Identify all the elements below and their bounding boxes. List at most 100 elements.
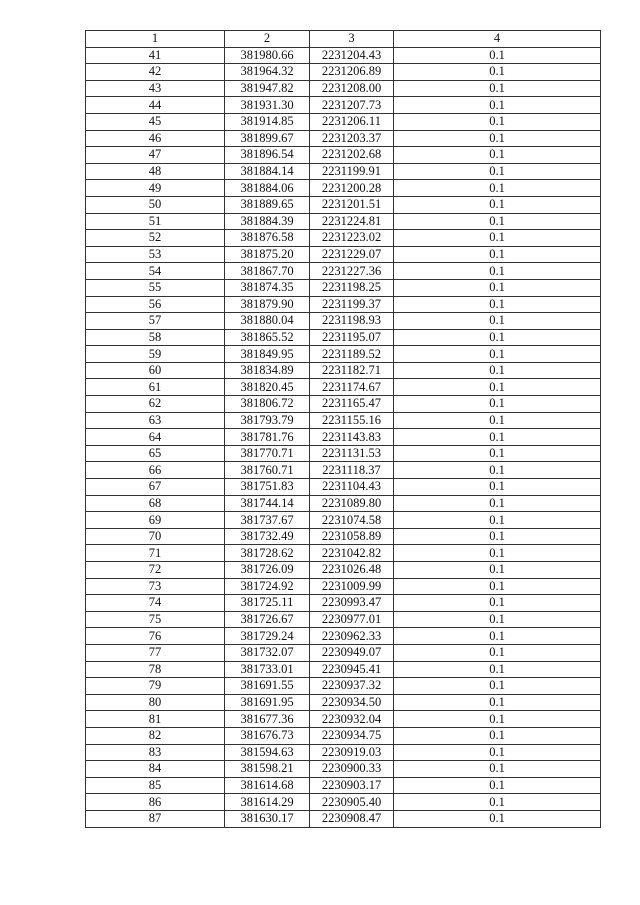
table-cell-col3: 2231200.28 xyxy=(309,179,394,197)
table-cell-col4: 0.1 xyxy=(393,594,601,612)
table-cell-col1: 54 xyxy=(85,262,225,280)
table-cell-col2: 381729.24 xyxy=(224,627,310,645)
table-row: 44 381931.30 2231207.73 0.1 xyxy=(85,96,601,114)
table-cell-col3: 2230903.17 xyxy=(309,776,394,795)
table-cell-col1: 77 xyxy=(85,643,225,662)
table-row: 74 381725.11 2230993.47 0.1 xyxy=(85,594,601,612)
table-row: 60 381834.89 2231182.71 0.1 xyxy=(85,361,601,380)
table-cell-col4: 0.1 xyxy=(393,129,601,148)
table-row: 69 381737.67 2231074.58 0.1 xyxy=(85,511,601,529)
table-cell-col3: 2230908.47 xyxy=(309,809,394,828)
table-cell-col3: 2231165.47 xyxy=(309,395,394,413)
table-cell-col1: 63 xyxy=(85,411,225,430)
table-row: 73 381724.92 2231009.99 0.1 xyxy=(85,577,601,596)
table-cell-col2: 381876.58 xyxy=(224,229,310,247)
table-cell-col2: 381770.71 xyxy=(224,444,310,463)
table-row: 51 381884.39 2231224.81 0.1 xyxy=(85,212,601,231)
table-cell-col1: 50 xyxy=(85,195,225,214)
table-cell-col2: 381614.29 xyxy=(224,793,310,811)
table-cell-col4: 0.1 xyxy=(393,610,601,629)
table-cell-col4: 0.1 xyxy=(393,809,601,828)
table-cell-col3: 2231026.48 xyxy=(309,561,394,579)
table-cell-col4: 0.1 xyxy=(393,262,601,280)
table-cell-col4: 0.1 xyxy=(393,793,601,811)
table-cell-col4: 0.1 xyxy=(393,643,601,662)
table-row: 45 381914.85 2231206.11 0.1 xyxy=(85,112,601,131)
table-cell-col2: 381781.76 xyxy=(224,428,310,446)
table-cell-col4: 0.1 xyxy=(393,229,601,247)
table-cell-col4: 0.1 xyxy=(393,693,601,712)
table-cell-col4: 0.1 xyxy=(393,361,601,380)
table-cell-col1: 71 xyxy=(85,544,225,562)
table-cell-col2: 381630.17 xyxy=(224,809,310,828)
table-row: 56 381879.90 2231199.37 0.1 xyxy=(85,295,601,314)
table-cell-col1: 67 xyxy=(85,478,225,496)
table-cell-col3: 2230937.32 xyxy=(309,677,394,695)
table-cell-col3: 2230900.33 xyxy=(309,760,394,778)
table-cell-col1: 68 xyxy=(85,494,225,513)
table-cell-col3: 2230919.03 xyxy=(309,743,394,762)
table-cell-col3: 2231201.51 xyxy=(309,195,394,214)
table-cell-col4: 0.1 xyxy=(393,677,601,695)
table-cell-col3: 2230945.41 xyxy=(309,660,394,679)
table-row: 65 381770.71 2231131.53 0.1 xyxy=(85,444,601,463)
table-cell-col1: 61 xyxy=(85,378,225,397)
table-row: 50 381889.65 2231201.51 0.1 xyxy=(85,195,601,214)
table-cell-col1: 49 xyxy=(85,179,225,197)
header-cell-4: 4 xyxy=(393,30,601,48)
table-cell-col1: 59 xyxy=(85,345,225,363)
table-cell-col2: 381691.95 xyxy=(224,693,310,712)
table-cell-col1: 78 xyxy=(85,660,225,679)
table-cell-col3: 2231143.83 xyxy=(309,428,394,446)
table-cell-col3: 2231089.80 xyxy=(309,494,394,513)
table-cell-col1: 41 xyxy=(85,46,225,65)
table-cell-col4: 0.1 xyxy=(393,179,601,197)
table-cell-col1: 43 xyxy=(85,79,225,98)
table-cell-col4: 0.1 xyxy=(393,461,601,480)
table-row: 61 381820.45 2231174.67 0.1 xyxy=(85,378,601,397)
table-cell-col1: 47 xyxy=(85,146,225,164)
table-row: 57 381880.04 2231198.93 0.1 xyxy=(85,312,601,330)
table-row: 58 381865.52 2231195.07 0.1 xyxy=(85,328,601,347)
table-cell-col3: 2230934.75 xyxy=(309,726,394,745)
coordinate-table: 1 2 3 4 41 381980.66 2231204.43 0.1 42 381964… xyxy=(85,30,601,828)
table-cell-col2: 381931.30 xyxy=(224,96,310,114)
table-cell-col4: 0.1 xyxy=(393,345,601,363)
table-cell-col2: 381879.90 xyxy=(224,295,310,314)
table-cell-col4: 0.1 xyxy=(393,195,601,214)
table-cell-col1: 69 xyxy=(85,511,225,529)
table-cell-col1: 52 xyxy=(85,229,225,247)
table-row: 59 381849.95 2231189.52 0.1 xyxy=(85,345,601,363)
table-cell-col2: 381724.92 xyxy=(224,577,310,596)
table-cell-col2: 381614.68 xyxy=(224,776,310,795)
table-cell-col3: 2230993.47 xyxy=(309,594,394,612)
table-row: 87 381630.17 2230908.47 0.1 xyxy=(85,809,601,828)
table-cell-col4: 0.1 xyxy=(393,278,601,297)
table-row: 81 381677.36 2230932.04 0.1 xyxy=(85,710,601,728)
table-row: 82 381676.73 2230934.75 0.1 xyxy=(85,726,601,745)
table-row: 55 381874.35 2231198.25 0.1 xyxy=(85,278,601,297)
table-row: 72 381726.09 2231026.48 0.1 xyxy=(85,561,601,579)
table-cell-col3: 2230905.40 xyxy=(309,793,394,811)
table-cell-col2: 381744.14 xyxy=(224,494,310,513)
table-cell-col1: 79 xyxy=(85,677,225,695)
table-cell-col4: 0.1 xyxy=(393,63,601,81)
table-cell-col4: 0.1 xyxy=(393,511,601,529)
table-row: 52 381876.58 2231223.02 0.1 xyxy=(85,229,601,247)
table-cell-col1: 51 xyxy=(85,212,225,231)
table-cell-col1: 58 xyxy=(85,328,225,347)
header-row: 1 2 3 4 xyxy=(85,30,601,48)
table-cell-col2: 381874.35 xyxy=(224,278,310,297)
table-cell-col4: 0.1 xyxy=(393,577,601,596)
table-cell-col4: 0.1 xyxy=(393,295,601,314)
table-cell-col2: 381728.62 xyxy=(224,544,310,562)
table-cell-col3: 2230934.50 xyxy=(309,693,394,712)
table-cell-col3: 2231189.52 xyxy=(309,345,394,363)
table-cell-col3: 2231104.43 xyxy=(309,478,394,496)
table-cell-col2: 381726.67 xyxy=(224,610,310,629)
table-cell-col1: 53 xyxy=(85,245,225,264)
table-cell-col2: 381914.85 xyxy=(224,112,310,131)
table-cell-col3: 2231204.43 xyxy=(309,46,394,65)
table-cell-col2: 381889.65 xyxy=(224,195,310,214)
table-cell-col3: 2231198.93 xyxy=(309,312,394,330)
